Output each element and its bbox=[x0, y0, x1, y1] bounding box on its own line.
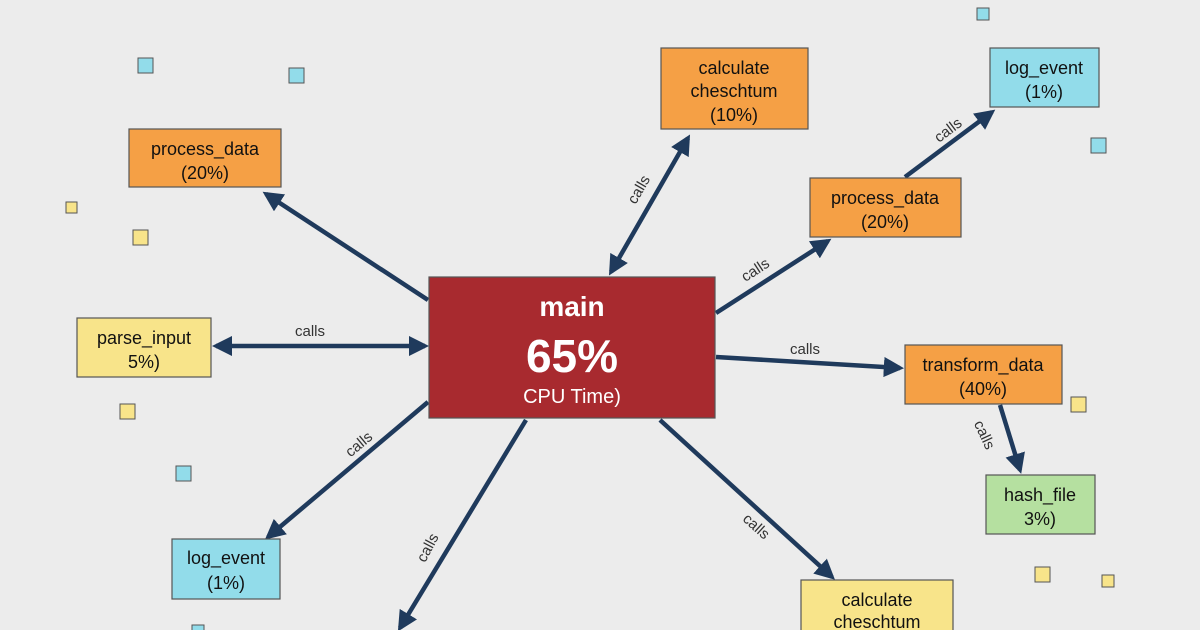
node-percent: (1%) bbox=[207, 573, 245, 593]
decor-square bbox=[132, 229, 149, 246]
decor-square bbox=[976, 7, 990, 21]
node-percent: (20%) bbox=[861, 212, 909, 232]
edge-label: calls bbox=[931, 115, 965, 147]
node-label-2: cheschtum bbox=[833, 612, 920, 630]
decor-square bbox=[1090, 137, 1107, 154]
node-percent: 5%) bbox=[128, 352, 160, 372]
node-label: calculate bbox=[841, 590, 912, 610]
main-caption: CPU Time) bbox=[523, 386, 621, 408]
decor-square bbox=[191, 624, 205, 630]
decor-square bbox=[65, 201, 78, 214]
edge-process-data-log-event bbox=[903, 109, 996, 179]
node-percent: (20%) bbox=[181, 163, 229, 183]
edge-main-process-data-right bbox=[714, 238, 832, 315]
decor-square bbox=[137, 57, 154, 74]
node-process-data-right[interactable]: process_data (20%) bbox=[809, 177, 962, 238]
edge-label: calls bbox=[342, 428, 376, 460]
node-log-event-right[interactable]: log_event (1%) bbox=[989, 47, 1100, 108]
node-label: log_event bbox=[187, 548, 265, 569]
edge-main-offscreen bbox=[397, 418, 528, 630]
edge-main-calculate-top bbox=[608, 134, 691, 276]
node-transform-data[interactable]: transform_data (40%) bbox=[904, 344, 1063, 405]
node-percent: 3%) bbox=[1024, 509, 1056, 529]
node-label: transform_data bbox=[922, 355, 1044, 376]
edge-label: calls bbox=[790, 341, 820, 358]
edge-main-log-event bbox=[264, 400, 430, 540]
node-label: calculate bbox=[698, 58, 769, 78]
node-label: parse_input bbox=[97, 328, 191, 349]
node-label: hash_file bbox=[1004, 485, 1076, 506]
main-name: main bbox=[539, 291, 604, 322]
node-parse-input[interactable]: parse_input 5%) bbox=[76, 317, 212, 378]
node-hash-file[interactable]: hash_file 3%) bbox=[985, 474, 1096, 535]
decor-square bbox=[175, 465, 192, 482]
node-main[interactable]: main 65% CPU Time) bbox=[428, 276, 716, 419]
decor-square bbox=[1070, 396, 1087, 413]
node-label-2: cheschtum bbox=[690, 81, 777, 101]
node-log-event-left[interactable]: log_event (1%) bbox=[171, 538, 281, 600]
node-label: process_data bbox=[151, 139, 260, 160]
node-calculate-cheschtum-top[interactable]: calculate cheschtum (10%) bbox=[660, 47, 809, 130]
node-percent: (1%) bbox=[1025, 82, 1063, 102]
main-percent: 65% bbox=[526, 330, 618, 382]
edge-main-transform-data bbox=[715, 354, 905, 378]
node-process-data-left[interactable]: process_data (20%) bbox=[128, 128, 282, 188]
node-label: process_data bbox=[831, 188, 940, 209]
edge-main-calculate-bottom bbox=[658, 418, 835, 580]
edge-transform-hash-file bbox=[997, 404, 1025, 474]
edges: calls calls calls calls calls calls call… bbox=[211, 109, 1025, 630]
edge-label: calls bbox=[413, 531, 442, 565]
decor-square bbox=[1034, 566, 1051, 583]
edge-label: calls bbox=[739, 510, 773, 543]
node-percent: (40%) bbox=[959, 379, 1007, 399]
node-percent: (10%) bbox=[710, 105, 758, 125]
decor-square bbox=[1101, 574, 1115, 588]
decor-square bbox=[288, 67, 305, 84]
edge-label: calls bbox=[295, 323, 325, 340]
node-label: log_event bbox=[1005, 58, 1083, 79]
decorative-squares bbox=[65, 7, 1115, 630]
decor-square bbox=[119, 403, 136, 420]
edge-label: calls bbox=[970, 418, 998, 452]
edge-main-process-data-left bbox=[262, 191, 430, 302]
node-calculate-cheschtum-bottom[interactable]: calculate cheschtum bbox=[800, 579, 954, 630]
